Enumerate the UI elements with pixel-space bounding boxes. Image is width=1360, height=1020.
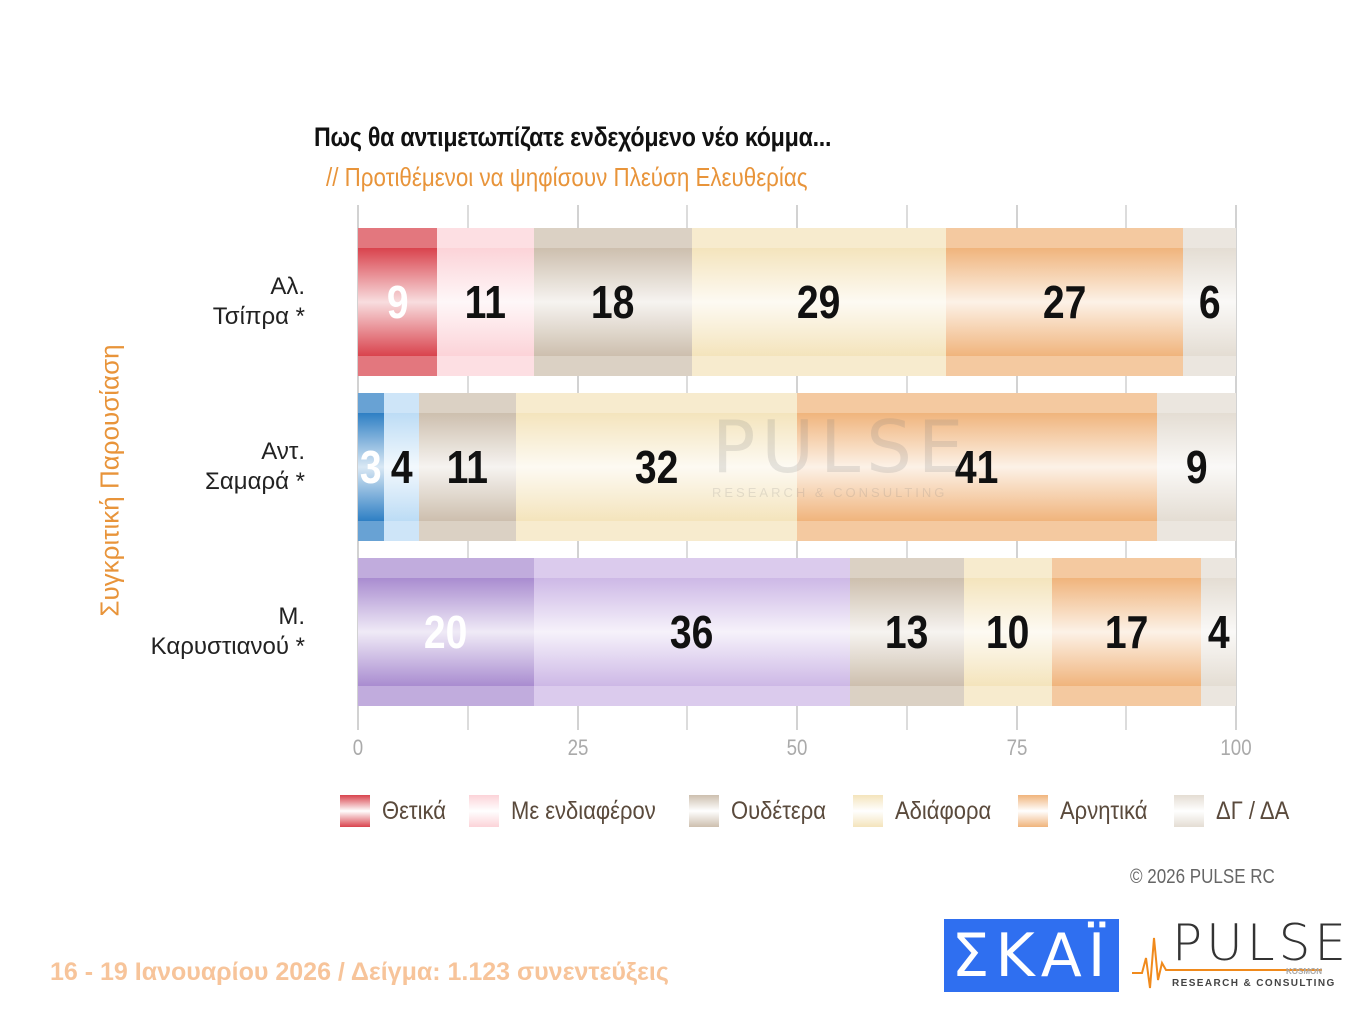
bar-value-label: 41 — [955, 441, 999, 493]
bar-value-label: 3 — [360, 441, 383, 493]
bar-segment: 4 — [384, 393, 420, 541]
bar-segment: 36 — [533, 558, 850, 706]
copyright: © 2026 PULSE RC — [1130, 866, 1275, 888]
bar-segment: 13 — [849, 558, 964, 706]
bar-value-label: 27 — [1043, 276, 1087, 328]
row-label-tsipras: Αλ. Τσίπρα * — [213, 272, 305, 332]
row-label-line1: Μ. — [278, 603, 305, 630]
legend-swatch — [340, 795, 370, 827]
legend-swatch — [853, 795, 884, 827]
bar-value-label: 17 — [1104, 606, 1148, 658]
pulse-underline — [1172, 969, 1322, 971]
pulse-watermark: PULSE RESEARCH & CONSULTING — [712, 405, 969, 500]
pulse-logo: PULSE KOSMON RESEARCH & CONSULTING — [1132, 914, 1346, 998]
bar-segment: 10 — [963, 558, 1052, 706]
legend-label: Αδιάφορα — [895, 796, 992, 825]
bar-value-label: 13 — [884, 606, 929, 658]
legend-swatch — [1018, 795, 1049, 827]
row-label-line2: Σαμαρά * — [205, 468, 305, 495]
bar-value-label: 36 — [669, 606, 714, 658]
legend-item: Με ενδιαφέρον — [468, 795, 675, 827]
row-label-samaras: Αντ. Σαμαρά * — [205, 437, 305, 497]
chart-subtitle: // Προτιθέμενοι να ψηφίσουν Πλεύση Ελευθ… — [326, 162, 808, 192]
bar-segment: 17 — [1051, 558, 1201, 706]
bar-segment: 27 — [946, 228, 1184, 376]
pulse-kosmon: KOSMON — [1286, 967, 1322, 976]
legend-swatch — [689, 795, 720, 827]
legend-swatch — [1173, 795, 1204, 827]
bar-segment: 3 — [358, 393, 385, 541]
bar-segment: 11 — [419, 393, 517, 541]
bar-segment: 32 — [516, 393, 797, 541]
bar-value-label: 4 — [1207, 606, 1230, 658]
legend-label: Αρνητικά — [1060, 796, 1148, 825]
footer-fieldwork-info: 16 - 19 Ιανουαρίου 2026 / Δείγμα: 1.123 … — [50, 958, 669, 986]
bar-value-label: 9 — [386, 276, 409, 328]
x-tick-label: 75 — [1006, 735, 1027, 760]
legend-item: ΔΓ / ΔΑ — [1173, 795, 1299, 827]
bar-value-label: 10 — [985, 606, 1030, 658]
legend-label: Ουδέτερα — [731, 796, 827, 825]
x-tick-label: 100 — [1220, 735, 1252, 760]
skai-logo: ΣΚΑΪ — [944, 919, 1119, 992]
bar-row: 3 4 11 32 41 9 — [358, 393, 1236, 541]
row-label-line1: Αντ. — [261, 438, 305, 465]
bar-row: 20 36 13 10 17 4 — [358, 558, 1236, 706]
row-label-line2: Τσίπρα * — [212, 303, 305, 330]
watermark-word: PULSE — [712, 405, 970, 489]
bar-segment: 4 — [1200, 558, 1236, 706]
bar-value-label: 32 — [634, 441, 679, 493]
legend-item: Αρνητικά — [1018, 795, 1159, 827]
legend-label: Με ενδιαφέρον — [510, 796, 656, 825]
bar-value-label: 29 — [797, 276, 841, 328]
chart-plot-area: 9 11 18 29 27 6 3 4 11 32 41 9 20 36 13 10 17 4 — [357, 205, 1237, 730]
bar-row: 9 11 18 29 27 6 — [358, 228, 1236, 376]
x-tick-label: 25 — [567, 735, 588, 760]
bar-value-label: 20 — [424, 606, 468, 658]
row-label-line2: Καρυστιανού * — [150, 633, 305, 660]
legend-label: ΔΓ / ΔΑ — [1215, 796, 1290, 825]
legend-swatch — [468, 795, 499, 827]
legend-item: Θετικά — [340, 795, 455, 827]
pulse-subtitle: RESEARCH & CONSULTING — [1172, 978, 1336, 989]
chart-title: Πως θα αντιμετωπίζατε ενδεχόμενο νέο κόμ… — [314, 122, 832, 152]
x-tick-label: 0 — [352, 735, 364, 760]
bar-segment: 6 — [1183, 228, 1236, 376]
bar-segment: 11 — [437, 228, 534, 376]
pulse-heartbeat-icon — [1132, 937, 1180, 989]
bar-segment: 9 — [1156, 393, 1236, 541]
bar-segment: 18 — [533, 228, 692, 376]
row-label-karystianou: Μ. Καρυστιανού * — [151, 602, 305, 662]
gridline — [1235, 205, 1237, 730]
bar-value-label: 4 — [390, 441, 413, 493]
bar-segment: 9 — [358, 228, 438, 376]
bar-segment: 20 — [358, 558, 534, 706]
bar-value-label: 11 — [464, 276, 506, 328]
legend-label: Θετικά — [382, 796, 446, 825]
x-tick-label: 50 — [786, 735, 808, 760]
pulse-word: PULSE — [1172, 914, 1350, 972]
bar-value-label: 18 — [590, 276, 635, 328]
legend-item: Ουδέτερα — [689, 795, 839, 827]
bar-value-label: 9 — [1185, 441, 1208, 493]
bar-segment: 29 — [691, 228, 947, 376]
y-axis-label: Συγκριτική Παρουσίαση — [94, 344, 125, 617]
bar-value-label: 6 — [1198, 276, 1221, 328]
legend: Θετικά Με ενδιαφέρον Ουδέτερα Αδιάφορα Αρνητ… — [340, 795, 1313, 827]
legend-item: Αδιάφορα — [853, 795, 1004, 827]
row-label-line1: Αλ. — [270, 273, 305, 300]
bar-value-label: 11 — [447, 441, 489, 493]
watermark-sub: RESEARCH & CONSULTING — [712, 485, 948, 500]
bar-segment: 41 — [796, 393, 1157, 541]
